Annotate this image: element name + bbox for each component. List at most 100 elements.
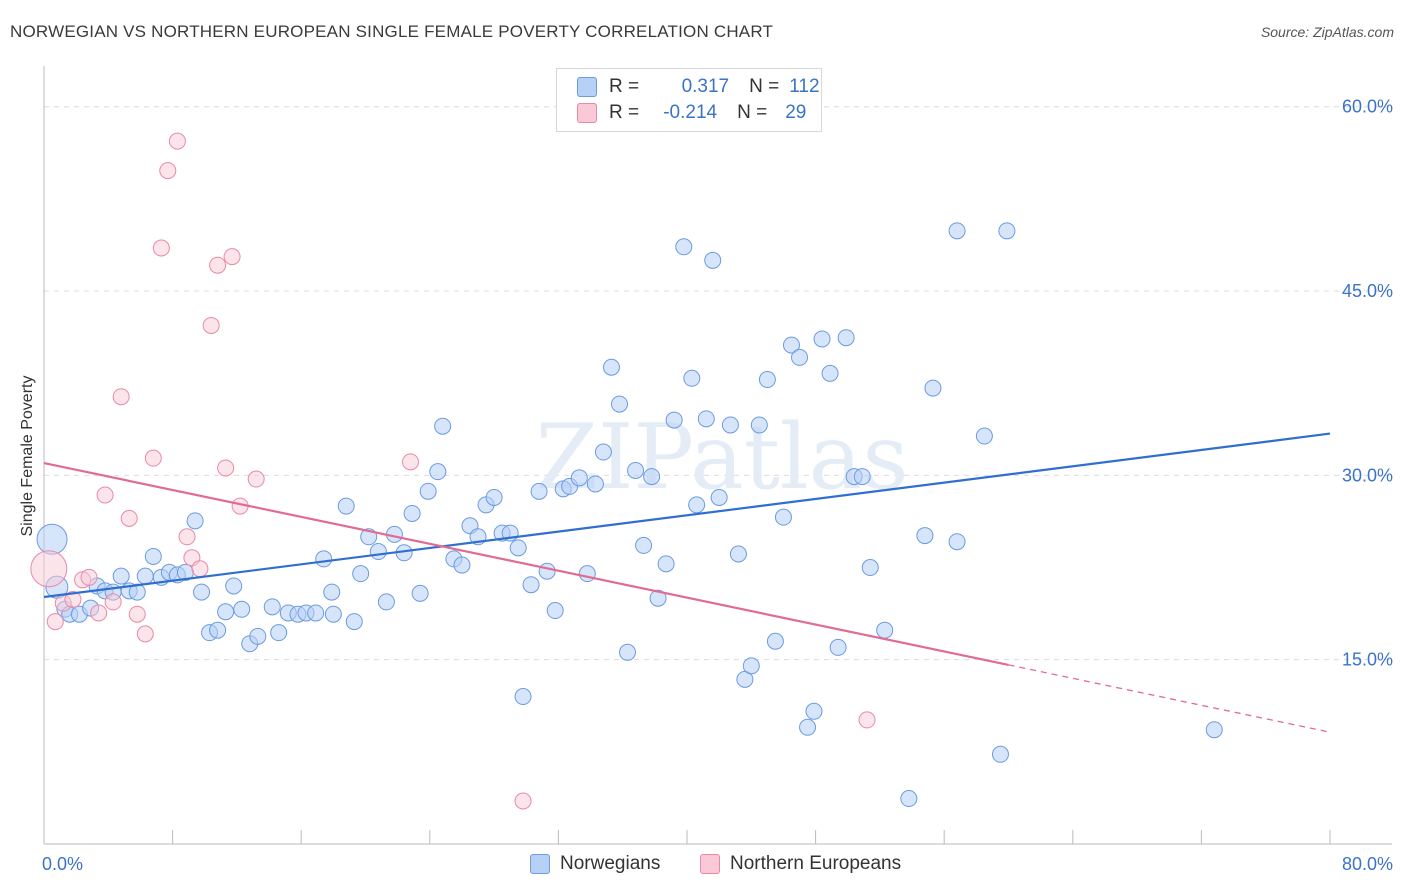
norwegian-point [758,371,776,389]
northern-european-point [202,316,220,334]
trend-layer [43,432,1331,733]
norwegian-point [657,555,675,573]
norwegian-point [948,533,966,551]
tick-label-layer: 15.0% 30.0% 45.0% 60.0% 0.0% 80.0% [42,97,1393,874]
norwegian-point [766,632,784,650]
northern-european-point [30,550,68,588]
pink-swatch-icon [700,854,720,874]
norwegian-point [36,523,68,555]
northern-european-point [144,449,162,467]
norwegian-point [307,604,325,622]
norwegian-point [697,410,715,428]
norwegian-point [675,238,693,256]
r-value: -0.214 [663,102,718,123]
norwegian-point [419,482,437,500]
stats-row-northern-europeans: R = -0.214 N = 29 [577,101,806,125]
norwegian-point [112,567,130,585]
norwegian-point [721,416,739,434]
norwegian-point [345,613,363,631]
blue-swatch-icon [577,77,597,97]
norwegian-point [688,496,706,514]
legend-item-norwegians[interactable]: Norwegians [530,852,660,876]
norwegian-point [217,603,235,621]
norwegian-point [578,565,596,583]
r-value: 0.317 [681,76,730,97]
northern-european-point [80,568,98,586]
pink-swatch-icon [577,103,597,123]
stats-row-norwegians: R = 0.317 N = 112 [577,75,820,99]
norwegian-point [602,358,620,376]
legend-label: Norwegians [560,853,661,874]
norwegian-point [627,461,645,479]
northern-european-point [64,590,82,608]
norwegian-point [805,702,823,720]
y-axis-label: Single Female Poverty [19,375,36,537]
northern-european-point [178,528,196,546]
norwegian-point [643,468,661,486]
legend-label: Northern Europeans [730,853,902,874]
norwegian-point [948,222,966,240]
x-tick-label: 0.0% [42,854,83,874]
northern-european-point [46,613,64,631]
northern-european-point [96,486,114,504]
norwegian-point [853,468,871,486]
y-tick-label: 15.0% [1342,650,1393,670]
norwegian-point [209,621,227,639]
norwegian-point [635,536,653,554]
norwegian-point [144,547,162,565]
norwegian-point [434,417,452,435]
northern-european-point [209,256,227,274]
y-tick-label: 30.0% [1342,465,1393,485]
norwegian-point [429,463,447,481]
norwegian-point [924,379,942,397]
norwegian-point [514,688,532,706]
norwegian-point [710,488,728,506]
norwegian-point [665,411,683,429]
northern-european-point [120,509,138,527]
northern-european-point [152,239,170,257]
northern-european-point [159,162,177,180]
northern-european-point [514,792,532,810]
norwegian-point [750,416,768,434]
norwegian-point [193,583,211,601]
norwegian-point [270,624,288,642]
northern-european-point [136,625,154,643]
norwegian-point [791,348,809,366]
chart-title: NORWEGIAN VS NORTHERN EUROPEAN SINGLE FE… [10,22,774,41]
norwegian-point [263,598,281,616]
y-tick-label: 45.0% [1342,281,1393,301]
norwegian-point [594,443,612,461]
norwegian-point [369,543,387,561]
norwegian-point [509,539,527,557]
r-label: R = [609,102,640,123]
legend-item-northern-europeans[interactable]: Northern Europeans [700,852,901,876]
northern-european-point [112,388,130,406]
n-label: N = [737,102,768,123]
norwegian-point [813,330,831,348]
norwegian-point [546,602,564,620]
source-note: Source: ZipAtlas.com [1260,24,1394,40]
norwegian-point [586,475,604,493]
norwegian-point [337,497,355,515]
northern-european-point [90,604,108,622]
norwegian-point [975,427,993,445]
norwegian-point [799,718,817,736]
x-tick-label: 80.0% [1342,854,1393,874]
northern-european-point [168,132,186,150]
norwegian-point [991,745,1009,763]
norwegian-point [324,605,342,623]
norwegian-point [522,576,540,594]
norwegian-point [774,508,792,526]
northern-european-point [247,470,265,488]
northern-european-point [402,453,420,471]
n-label: N = [749,76,780,97]
norwegian-point [403,504,421,522]
norwegian-point [649,589,667,607]
y-tick-label: 60.0% [1342,97,1393,117]
n-value: 112 [789,76,820,97]
norwegian-point [136,567,154,585]
norwegian-point [998,222,1016,240]
norwegian-point [619,643,637,661]
norwegian-point [876,621,894,639]
